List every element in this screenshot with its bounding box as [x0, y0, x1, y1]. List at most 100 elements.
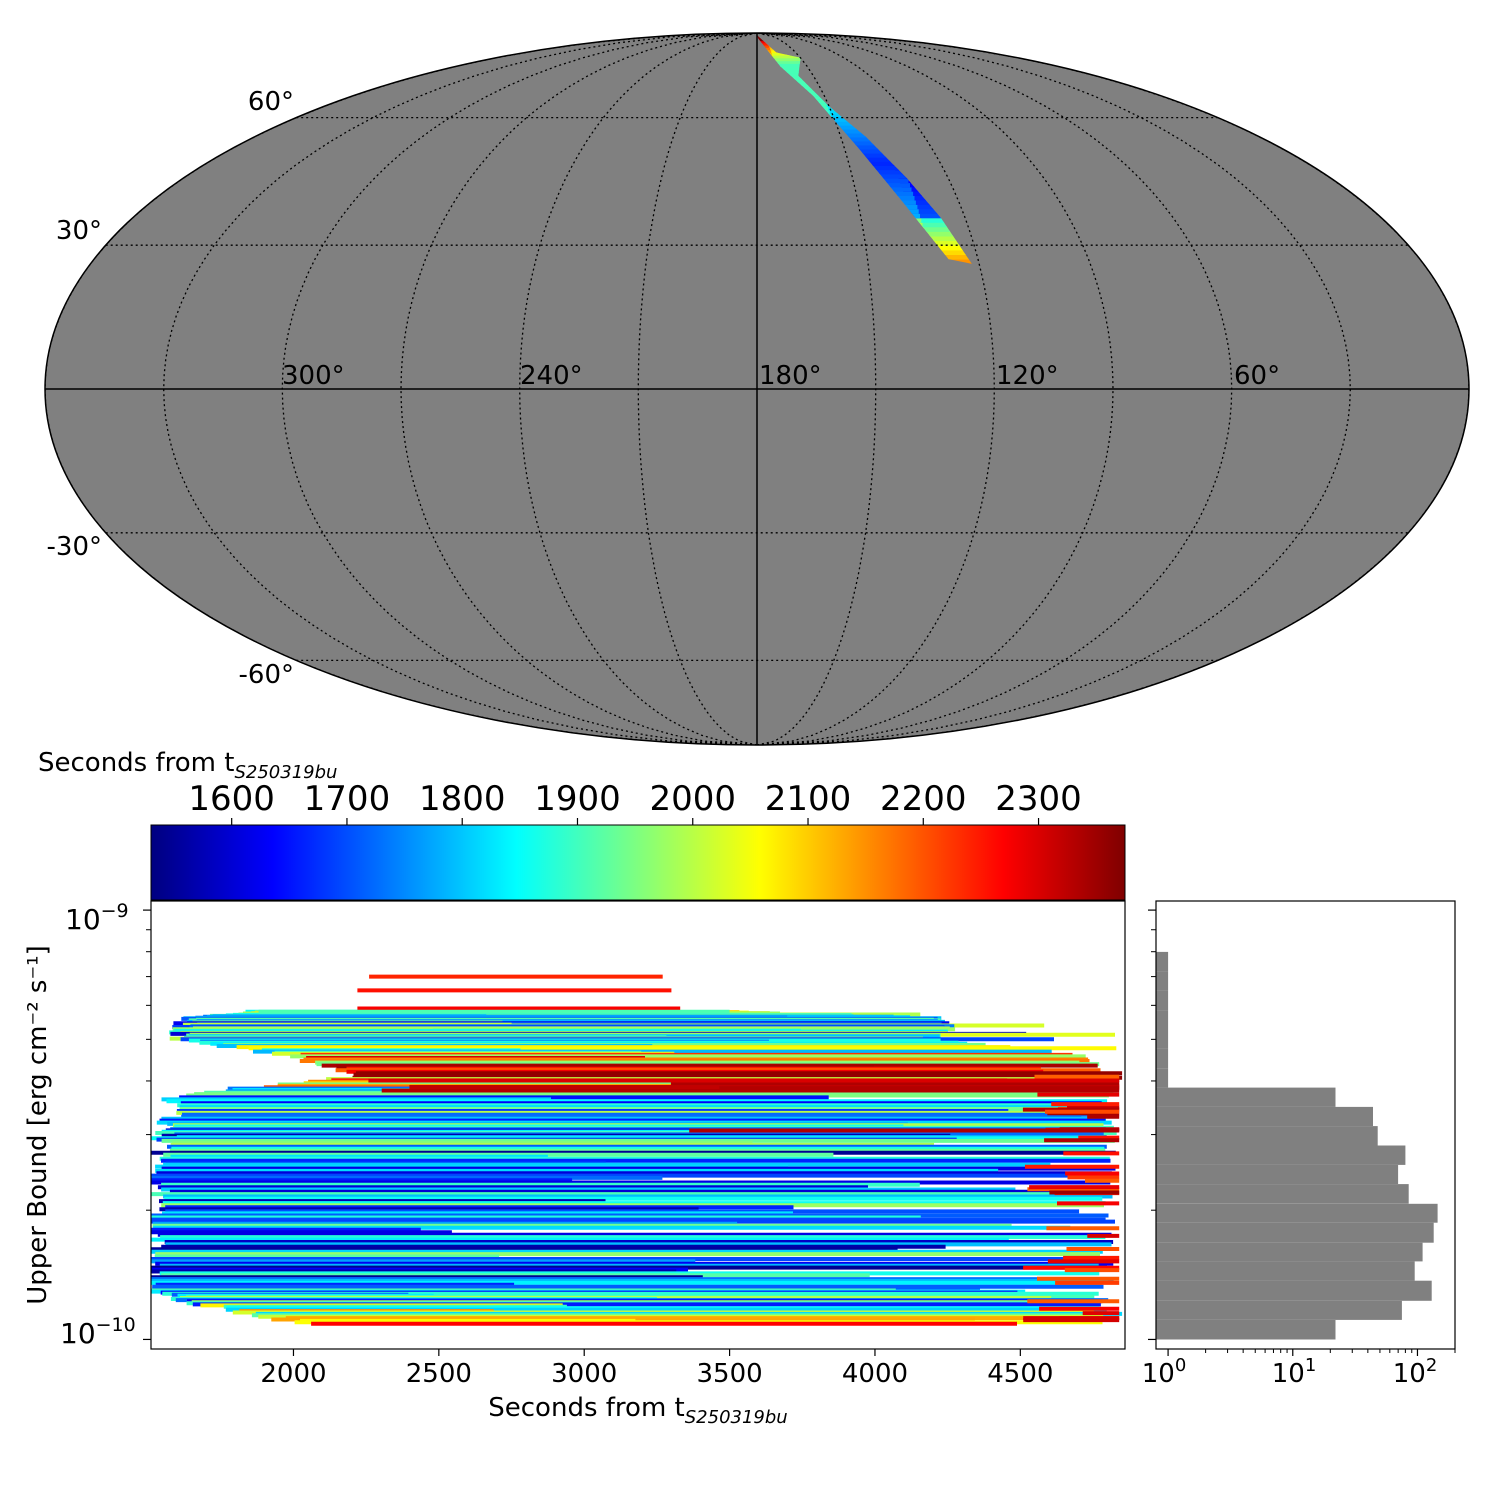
region-cell [837, 156, 900, 162]
colorbar-label: Seconds from tS250319bu [38, 748, 337, 783]
x-axis-label: Seconds from tS250319bu [488, 1393, 787, 1428]
region-cell [831, 132, 889, 138]
region-cell [834, 144, 895, 150]
lon-label: 60° [1234, 361, 1280, 391]
hist-bar [1156, 1164, 1399, 1185]
hist-ticks [1148, 909, 1456, 1356]
hist-bar [1156, 1261, 1415, 1281]
upper-bound-plot: 2000 2500 3000 3500 4000 4500 10−9 10−10 Seco… [23, 900, 1126, 1428]
meridian-line [756, 33, 1351, 745]
hist-bar [1156, 1048, 1169, 1069]
hist-x-label: 101 [1272, 1355, 1317, 1389]
region-cell [833, 140, 893, 146]
region-cell [915, 225, 972, 232]
colorbar-tick-label: 1700 [304, 779, 391, 819]
hist-bar [1156, 1203, 1438, 1223]
region-cell [919, 244, 972, 251]
colorbar-tick-label: 1800 [419, 779, 506, 819]
x-tick-label: 4500 [987, 1359, 1053, 1389]
region-cell [921, 253, 972, 260]
region-cell [769, 57, 802, 62]
map-border [44, 32, 1470, 746]
hist-frame [1155, 900, 1456, 1350]
region-cell [773, 75, 814, 80]
colorbar-ticks: 1600 1700 1800 1900 2000 2100 2200 2300 [188, 779, 1082, 825]
region-cell [916, 230, 972, 237]
sky-map: 60° 30° -30° -60° 300° 240° 180° 120° 60… [44, 32, 1470, 746]
region-cell [835, 148, 897, 154]
hist-bar [1156, 1145, 1406, 1165]
lon-label: 240° [520, 361, 583, 391]
hist-bar [1156, 1280, 1432, 1301]
hist-x-labels: 100 101 102 [1142, 1355, 1438, 1389]
region-cell [832, 136, 891, 142]
y-tick-label: 10−10 [60, 1314, 136, 1350]
hist-x-label: 100 [1142, 1355, 1187, 1389]
hist-bar [1156, 1068, 1169, 1088]
x-tick-label: 2000 [260, 1359, 326, 1389]
latitude-labels: 60° 30° -30° -60° [47, 87, 294, 690]
region-cell [757, 38, 766, 42]
hist-bar [1156, 1184, 1409, 1204]
x-tick-label: 3000 [551, 1359, 617, 1389]
lat-label: 30° [56, 216, 102, 246]
hist-bar [1156, 990, 1169, 1011]
region-cell [829, 128, 887, 134]
lat-label: 60° [248, 87, 294, 117]
segments [151, 974, 1123, 1326]
hist-bar [1156, 1106, 1373, 1127]
lon-label: 300° [282, 361, 345, 391]
colorbar-tick-label: 2300 [995, 779, 1082, 819]
region-cell [918, 239, 972, 246]
x-tick-label: 4000 [842, 1359, 908, 1389]
hist-bar [1156, 1010, 1169, 1030]
lon-label: 180° [759, 361, 822, 391]
meridian-line [756, 33, 1114, 745]
colorbar-tick-label: 2200 [880, 779, 967, 819]
plot-frame [150, 900, 1126, 1350]
region-cell [770, 60, 804, 64]
hist-bar [1156, 1087, 1336, 1107]
hist-x-label: 102 [1393, 1355, 1438, 1389]
colorbar-tick-label: 1600 [188, 779, 275, 819]
region-cell [757, 42, 769, 46]
region-cell [920, 248, 972, 255]
lon-label: 120° [996, 361, 1059, 391]
region-cell [771, 62, 806, 67]
hist-bar [1156, 971, 1169, 991]
y-axis-ticks [143, 909, 151, 1341]
region-cell [757, 40, 768, 44]
lat-label: -30° [47, 532, 102, 562]
hist-bar [1156, 951, 1169, 972]
region-cell [771, 65, 808, 70]
colorbar-tick-label: 2100 [765, 779, 852, 819]
hist-bar [1156, 1300, 1402, 1320]
region-cell [772, 68, 810, 74]
colorbar: Seconds from tS250319bu 1600 1700 1800 1900… [38, 748, 1126, 901]
histogram: 100 101 102 [1142, 900, 1456, 1389]
region-cell [769, 54, 800, 59]
meridian-line [163, 33, 758, 745]
colorbar-tick-label: 2000 [649, 779, 736, 819]
hist-bars [1156, 951, 1438, 1340]
x-tick-label: 3500 [696, 1359, 762, 1389]
longitude-labels: 300° 240° 180° 120° 60° [282, 361, 1280, 391]
region-cell [917, 235, 972, 242]
hist-bar [1156, 1320, 1336, 1340]
hist-bar [1156, 1222, 1434, 1243]
lat-label: -60° [239, 660, 294, 690]
hist-bar [1156, 1242, 1423, 1262]
meridian-line [400, 33, 758, 745]
region-cell [914, 221, 972, 228]
hist-bar [1156, 1029, 1169, 1049]
colorbar-tick-label: 1900 [534, 779, 621, 819]
colorbar-gradient [150, 824, 1126, 901]
x-axis-ticks: 2000 2500 3000 3500 4000 4500 [260, 1349, 1053, 1389]
y-axis-label: Upper Bound [erg cm⁻² s⁻¹] [23, 945, 53, 1304]
region-cell [836, 152, 899, 158]
region-cell [773, 71, 812, 77]
x-tick-label: 2500 [406, 1359, 472, 1389]
hist-bar [1156, 1126, 1378, 1146]
y-tick-label: 10−9 [65, 900, 129, 936]
